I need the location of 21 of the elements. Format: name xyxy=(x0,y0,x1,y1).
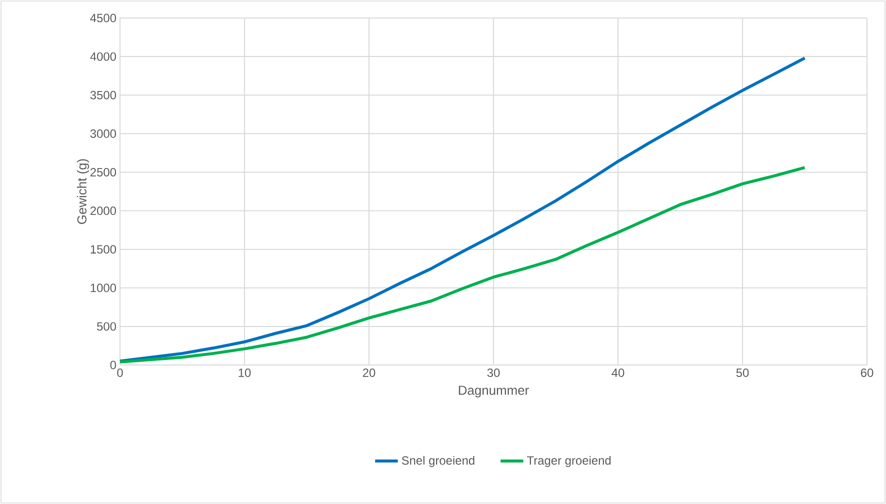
y-tick-label: 3500 xyxy=(90,90,116,100)
legend-label: Snel groeiend xyxy=(402,456,474,468)
y-axis-title: Gewicht (g) xyxy=(76,159,90,224)
y-tick-label: 500 xyxy=(97,322,116,331)
legend-label: Trager groeiend xyxy=(527,456,611,468)
x-tick-label: 50 xyxy=(736,368,749,377)
y-tick-label: 1500 xyxy=(90,245,116,254)
y-tick-label: 1000 xyxy=(90,284,116,292)
x-tick-label: 10 xyxy=(238,368,251,377)
y-tick-label: 3000 xyxy=(90,129,116,138)
x-tick-label: 0 xyxy=(117,368,123,377)
y-tick-label: 0 xyxy=(110,360,116,370)
x-tick-label: 20 xyxy=(362,368,376,377)
x-axis-title: Dagnummer xyxy=(458,386,529,398)
y-tick-label: 2500 xyxy=(90,168,116,176)
y-tick-label: 2000 xyxy=(90,206,116,215)
y-tick-label: 4500 xyxy=(90,14,116,22)
y-tick-label: 4000 xyxy=(90,52,116,61)
x-tick-label: 30 xyxy=(487,368,500,377)
x-tick-label: 40 xyxy=(612,368,624,377)
x-tick-label: 60 xyxy=(860,368,874,377)
